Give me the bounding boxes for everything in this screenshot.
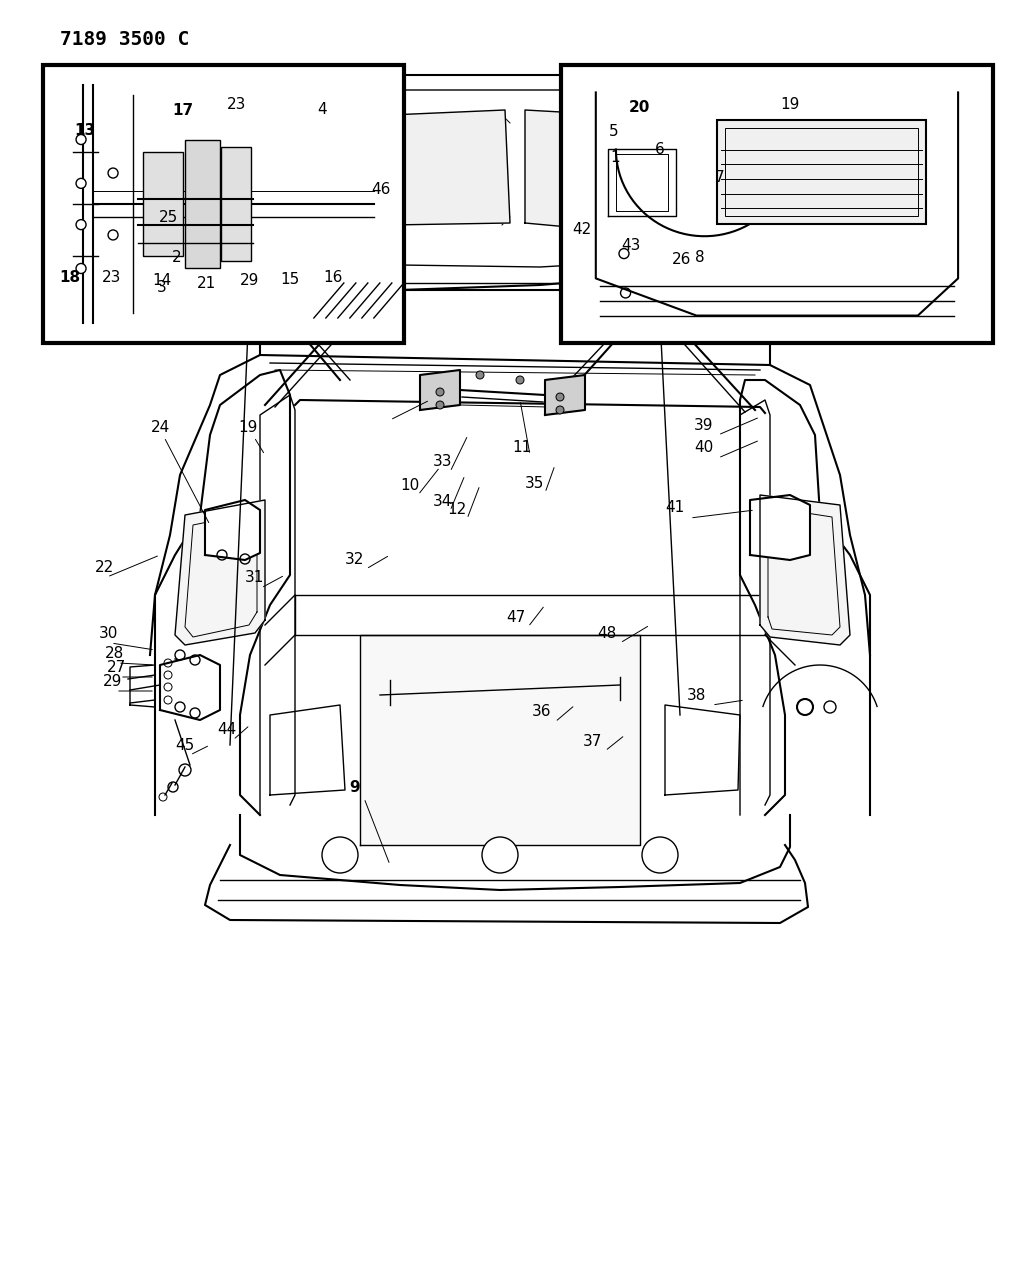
Text: 11: 11	[512, 440, 532, 454]
Polygon shape	[175, 75, 840, 289]
Text: 36: 36	[532, 705, 551, 719]
Text: 13: 13	[75, 122, 95, 138]
Text: 35: 35	[525, 476, 543, 491]
Text: 29: 29	[104, 673, 123, 689]
Text: 12: 12	[447, 501, 466, 516]
Text: 46: 46	[371, 182, 391, 198]
Text: 48: 48	[598, 626, 617, 640]
Circle shape	[436, 402, 444, 409]
Bar	[725, 128, 918, 215]
Text: 23: 23	[228, 97, 246, 112]
Text: 1: 1	[610, 149, 620, 164]
Circle shape	[108, 168, 118, 179]
Text: 5: 5	[609, 125, 619, 139]
Text: 7: 7	[715, 170, 725, 185]
Circle shape	[76, 219, 86, 230]
Text: 6: 6	[655, 143, 665, 158]
Polygon shape	[525, 110, 655, 235]
Text: 34: 34	[434, 493, 453, 509]
Circle shape	[556, 393, 564, 402]
Bar	[186, 139, 220, 269]
Circle shape	[642, 836, 678, 873]
Text: 9: 9	[350, 780, 361, 796]
Polygon shape	[360, 635, 640, 845]
Circle shape	[76, 264, 86, 274]
Polygon shape	[205, 845, 808, 923]
Circle shape	[76, 135, 86, 144]
Polygon shape	[545, 375, 585, 414]
Polygon shape	[155, 370, 290, 815]
Text: 17: 17	[172, 103, 193, 119]
Text: 28: 28	[106, 645, 125, 660]
Text: 32: 32	[345, 552, 365, 566]
Bar	[561, 65, 993, 343]
Text: 15: 15	[281, 272, 299, 287]
Text: 43: 43	[621, 237, 641, 252]
Polygon shape	[390, 110, 510, 224]
Polygon shape	[750, 495, 810, 560]
Circle shape	[619, 249, 629, 259]
Text: 8: 8	[695, 250, 705, 264]
Bar	[144, 153, 183, 255]
Polygon shape	[420, 370, 460, 411]
Text: 33: 33	[434, 454, 453, 469]
Text: 45: 45	[175, 737, 195, 752]
Text: 37: 37	[582, 733, 602, 748]
Text: 10: 10	[401, 478, 419, 492]
Circle shape	[482, 836, 518, 873]
Bar	[43, 65, 404, 343]
Text: 19: 19	[238, 419, 257, 435]
Text: 29: 29	[240, 273, 258, 288]
Text: 24: 24	[151, 419, 169, 435]
Text: 22: 22	[94, 560, 114, 575]
Polygon shape	[160, 655, 220, 720]
Text: 16: 16	[324, 270, 342, 286]
Polygon shape	[255, 115, 375, 224]
Circle shape	[436, 388, 444, 397]
Polygon shape	[205, 500, 260, 560]
Polygon shape	[175, 500, 265, 645]
Text: 40: 40	[694, 440, 713, 455]
Circle shape	[190, 655, 200, 666]
Text: 4: 4	[317, 102, 327, 117]
Text: 44: 44	[217, 723, 237, 737]
Text: 7189 3500 C: 7189 3500 C	[60, 31, 190, 48]
Polygon shape	[760, 495, 850, 645]
Circle shape	[516, 376, 524, 384]
Text: 14: 14	[153, 273, 171, 288]
Circle shape	[190, 708, 200, 718]
Text: 18: 18	[59, 270, 80, 286]
Circle shape	[322, 836, 358, 873]
Text: 31: 31	[245, 570, 264, 585]
Circle shape	[797, 699, 813, 715]
Text: 42: 42	[572, 223, 591, 237]
Bar	[716, 120, 926, 224]
Text: 20: 20	[629, 99, 650, 115]
Text: 30: 30	[98, 626, 118, 640]
Text: 21: 21	[197, 275, 215, 291]
Text: 25: 25	[159, 209, 177, 224]
Circle shape	[108, 230, 118, 240]
Text: 38: 38	[688, 687, 706, 703]
Polygon shape	[740, 380, 870, 815]
Circle shape	[76, 179, 86, 189]
Text: 3: 3	[157, 279, 167, 295]
Bar	[221, 147, 251, 261]
Text: 39: 39	[694, 417, 713, 432]
Text: 23: 23	[102, 270, 121, 286]
Text: 2: 2	[172, 250, 181, 264]
Circle shape	[175, 650, 184, 660]
Circle shape	[175, 703, 184, 711]
Text: 41: 41	[665, 501, 685, 515]
Circle shape	[476, 371, 484, 379]
Text: 27: 27	[108, 659, 127, 674]
Circle shape	[556, 405, 564, 414]
Text: 26: 26	[672, 252, 692, 268]
Text: 47: 47	[506, 609, 526, 625]
Text: 19: 19	[781, 97, 800, 112]
